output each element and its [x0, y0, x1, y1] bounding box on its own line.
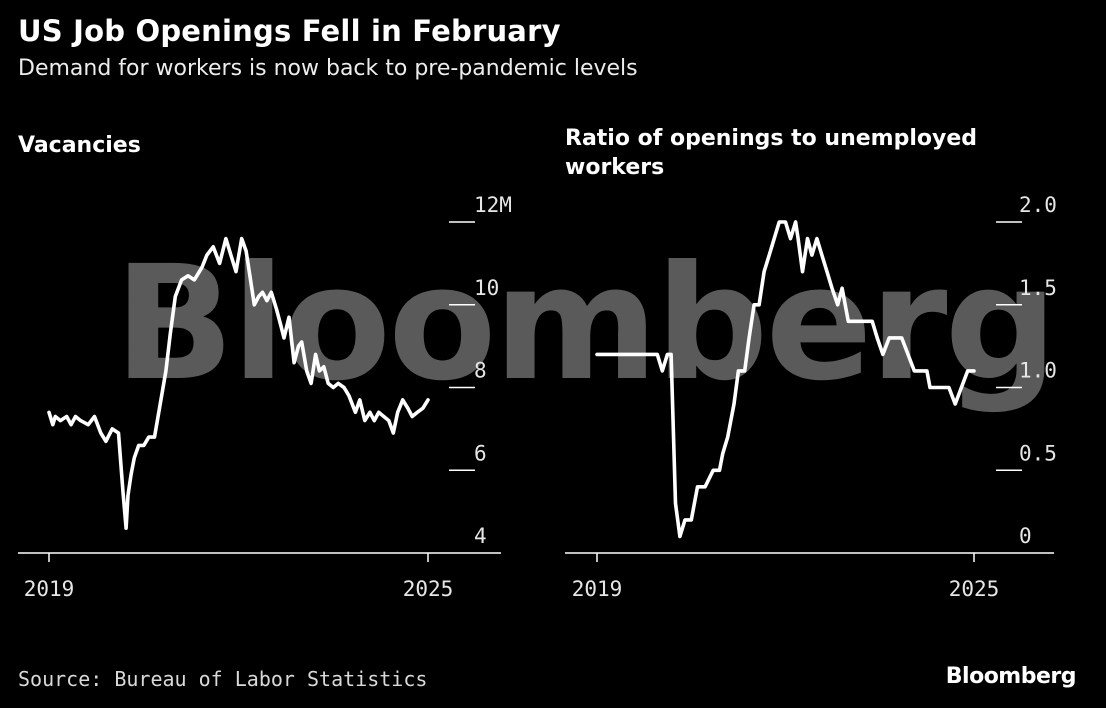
ratio-panel-title: Ratio of openings to unemployed workers: [565, 126, 977, 180]
ratio-y-tick-label: 2.0: [1019, 193, 1057, 217]
source-note: Source: Bureau of Labor Statistics: [18, 667, 428, 691]
ratio-plot: 2.0 1.5 1.0 0.5 0 2019 2025: [565, 193, 1057, 601]
vacancies-panel-title: Vacancies: [18, 133, 141, 158]
vacancies-plot: 12M 10 8 6 4 2019 2025: [18, 193, 512, 601]
vacancies-series-line: [47, 236, 430, 531]
ratio-x-tick-label: 2019: [572, 577, 623, 601]
plots-layer: 12M 10 8 6 4 2019 2025 2.0 1.5 1.0 0.5 0 2019 2025: [18, 193, 1057, 601]
vacancies-y-tick-label: 12M: [474, 193, 512, 217]
bloomberg-logo: Bloomberg: [945, 664, 1077, 689]
vacancies-x-tick-label: 2025: [403, 577, 454, 601]
ratio-y-tick-label: 0.5: [1019, 441, 1057, 465]
ratio-x-tick-label: 2025: [949, 577, 1000, 601]
ratio-y-tick-label: 1.5: [1019, 276, 1057, 300]
vacancies-y-tick-label: 6: [474, 441, 487, 465]
bloomberg-watermark: Bloomberg: [114, 232, 1055, 416]
chart-subtitle: Demand for workers is now back to pre-pa…: [18, 56, 638, 81]
ratio-y-tick-label: 0: [1019, 524, 1032, 548]
chart-title: US Job Openings Fell in February: [18, 14, 561, 48]
ratio-y-tick-label: 1.0: [1019, 359, 1057, 383]
vacancies-x-tick-label: 2019: [24, 577, 75, 601]
vacancies-y-tick-label: 10: [474, 276, 499, 300]
vacancies-y-tick-label: 8: [474, 359, 487, 383]
vacancies-y-tick-label: 4: [474, 524, 487, 548]
ratio-series-line: [595, 220, 976, 539]
